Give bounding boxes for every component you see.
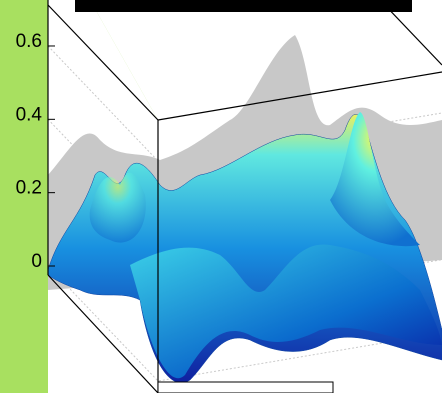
bottom-box — [157, 381, 334, 393]
box-edge — [47, 4, 159, 121]
z-tick-label: 0.6 — [16, 31, 42, 52]
z-tick-label: 0 — [31, 251, 42, 272]
grid-line — [47, 265, 442, 382]
surface-peak — [330, 112, 420, 247]
z-tick-label: 0.4 — [16, 104, 43, 125]
surface-ridge — [130, 244, 442, 379]
box-edge — [157, 71, 442, 121]
grid-line — [47, 45, 442, 162]
top-face — [90, 0, 442, 120]
x-axis — [47, 274, 159, 393]
surface-bump — [89, 172, 146, 243]
title-bar — [75, 0, 412, 12]
z-tick-label: 0.2 — [16, 178, 42, 199]
